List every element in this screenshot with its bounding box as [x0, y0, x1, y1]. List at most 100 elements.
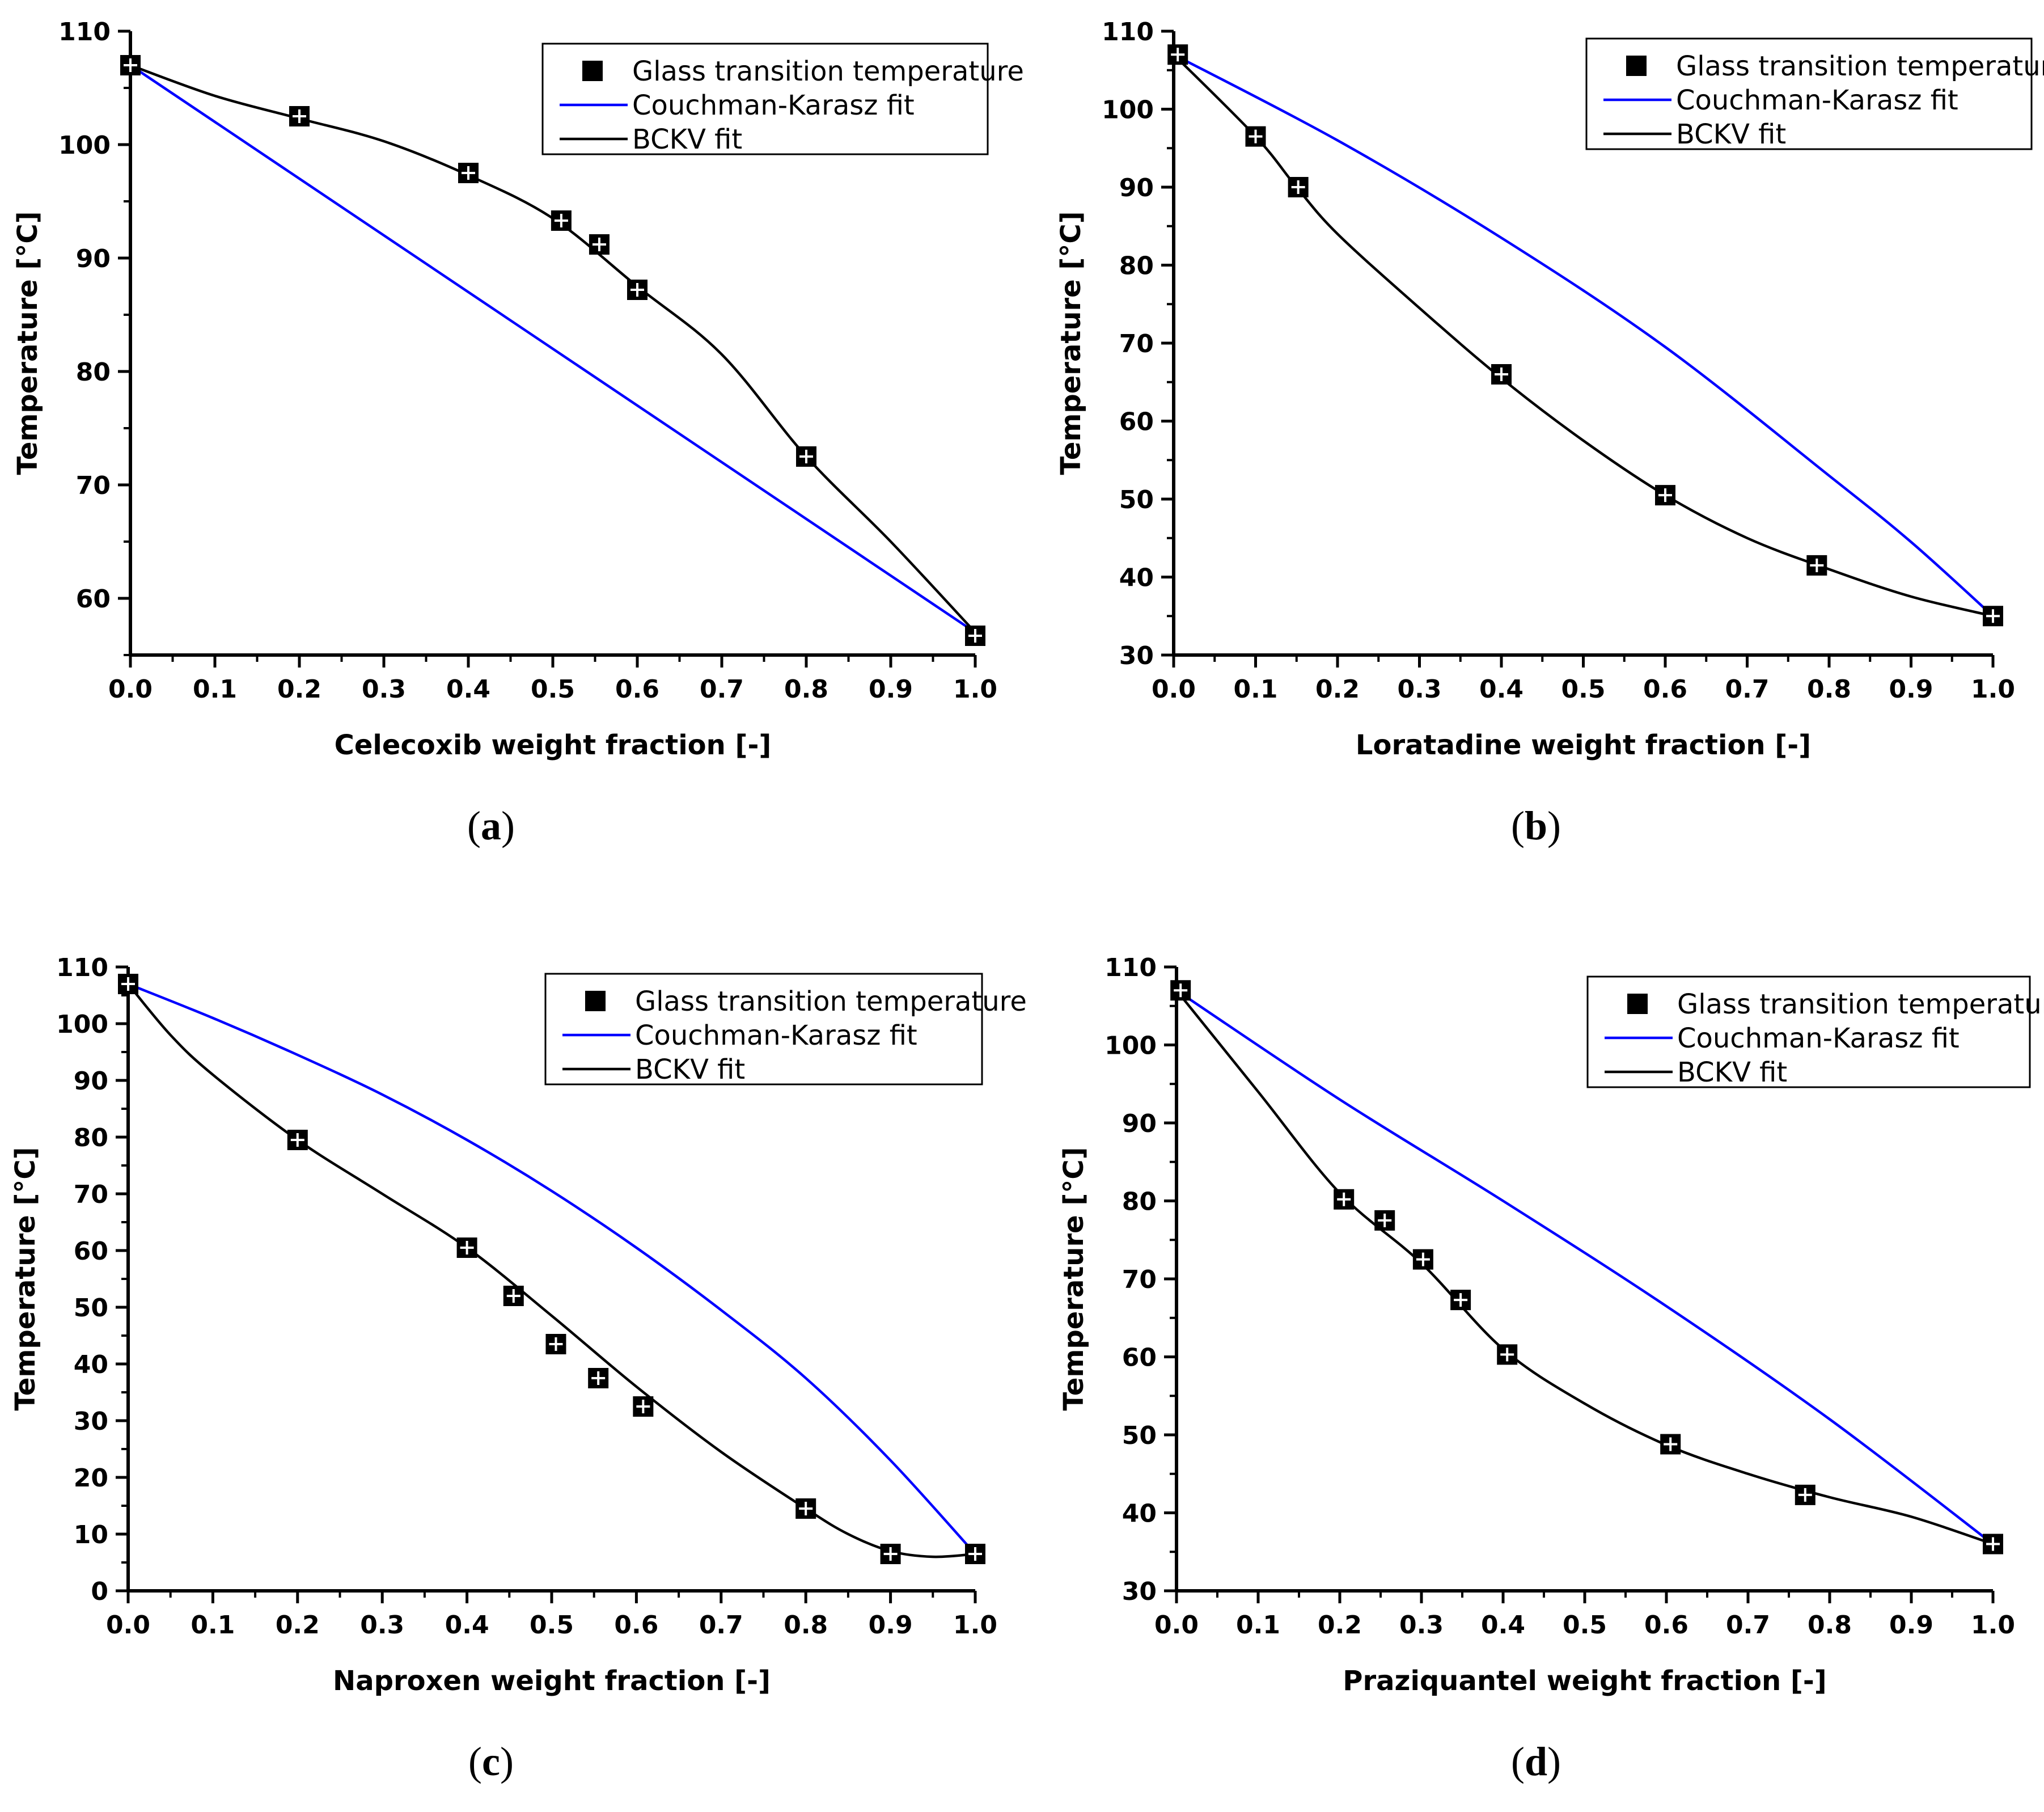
y-tick-label: 90: [1119, 174, 1154, 202]
x-tick-label: 0.1: [191, 1611, 235, 1640]
legend-label-ck: Couchman-Karasz fit: [635, 1020, 917, 1051]
data-point: [1983, 1534, 2003, 1555]
chart-panel-b: 0.0 0.1 0.2 0.3 0.4 0.5 0.6 0.7 0.8 0.9 1.0 30 40 50 6…: [1055, 18, 2044, 761]
x-tick-label: 0.4: [1479, 675, 1524, 704]
panel-label-open: (: [467, 803, 481, 848]
x-tick-label: 0.8: [784, 1611, 828, 1640]
y-tick-label: 80: [1119, 252, 1154, 281]
data-point: [287, 1130, 308, 1150]
legend: Glass transition temperatureCouchman-Kar…: [1585, 37, 2044, 150]
y-tick-label: 40: [74, 1350, 108, 1379]
panel-label-letter: c: [482, 1739, 500, 1784]
panel-label-close: ): [1547, 803, 1561, 848]
y-tick-label: 70: [76, 471, 111, 500]
legend-box: [544, 973, 983, 1085]
y-axis-title: Temperature [°C]: [1055, 211, 1087, 475]
legend-label-points: Glass transition temperature: [1677, 989, 2044, 1020]
data-point: [1167, 44, 1188, 65]
legend-label-points: Glass transition temperature: [632, 56, 1024, 87]
panel-label-letter: a: [481, 803, 501, 848]
panel-label: (d): [1511, 1739, 1561, 1784]
legend-box: [1585, 37, 2033, 150]
data-point: [503, 1286, 524, 1306]
data-point: [1334, 1189, 1355, 1210]
y-axis-title: Temperature [°C]: [10, 1147, 41, 1410]
data-point: [1795, 1484, 1816, 1505]
x-tick-label: 0.5: [1561, 675, 1606, 704]
legend-label-bckv: BCKV fit: [632, 124, 742, 155]
panel-label-letter: b: [1525, 803, 1547, 848]
chart-panel-d: 0.0 0.1 0.2 0.3 0.4 0.5 0.6 0.7 0.8 0.9 1.0 30 40 50 6…: [1058, 953, 2044, 1697]
y-tick-label: 100: [58, 131, 111, 160]
couchman-karasz-line: [1175, 989, 1995, 1545]
panel-label-open: (: [468, 1739, 482, 1784]
y-tick-label: 100: [1102, 96, 1154, 125]
x-tick-label: 0.7: [1725, 675, 1770, 704]
legend-point-marker: [1627, 994, 1648, 1014]
legend-label-bckv: BCKV fit: [635, 1054, 745, 1085]
legend-label-ck: Couchman-Karasz fit: [1677, 1023, 1960, 1054]
legend-box: [1586, 975, 2031, 1088]
x-axis-title: Celecoxib weight fraction [-]: [335, 729, 772, 761]
y-tick-label: 40: [1119, 564, 1154, 593]
data-point: [1412, 1249, 1433, 1270]
legend-box: [541, 43, 989, 155]
y-tick-label: 80: [76, 358, 111, 387]
legend-point-marker: [1626, 56, 1647, 76]
x-tick-label: 0.5: [531, 675, 575, 704]
y-tick-label: 10: [74, 1520, 108, 1549]
y-tick-label: 60: [76, 585, 111, 614]
x-tick-label: 0.7: [1726, 1611, 1770, 1640]
x-tick-label: 0.0: [1154, 1611, 1199, 1640]
legend-label-points: Glass transition temperature: [1676, 50, 2044, 82]
y-tick-label: 30: [1122, 1577, 1157, 1606]
y-tick-label: 110: [58, 18, 111, 47]
panel-label-letter: d: [1525, 1739, 1547, 1784]
data-point: [589, 234, 610, 255]
y-tick-label: 70: [74, 1180, 108, 1209]
data-point: [545, 1334, 566, 1354]
legend-point-marker: [582, 61, 603, 81]
y-axis-title: Temperature [°C]: [1058, 1147, 1090, 1410]
x-tick-label: 0.6: [1643, 675, 1687, 704]
x-axis-title: Praziquantel weight fraction [-]: [1343, 1665, 1826, 1697]
x-tick-label: 0.3: [362, 675, 406, 704]
x-tick-label: 0.8: [784, 675, 828, 704]
data-point: [1170, 980, 1191, 1001]
bckv-line: [129, 64, 977, 634]
x-tick-label: 0.3: [360, 1611, 404, 1640]
y-tick-label: 70: [1122, 1265, 1157, 1294]
data-point: [1288, 177, 1309, 197]
y-tick-label: 30: [1119, 641, 1154, 670]
panel-label-close: ): [501, 803, 515, 848]
data-point: [551, 210, 572, 231]
x-tick-label: 0.2: [1318, 1611, 1362, 1640]
panel-label-close: ): [500, 1739, 514, 1784]
data-point: [796, 446, 816, 467]
y-tick-label: 110: [56, 953, 108, 982]
data-point: [1655, 485, 1675, 506]
y-tick-label: 80: [74, 1123, 108, 1152]
y-tick-label: 50: [1119, 485, 1154, 514]
data-point: [1660, 1434, 1681, 1455]
x-tick-label: 0.9: [869, 675, 913, 704]
panel-label-close: ): [1547, 1739, 1561, 1784]
x-tick-label: 0.9: [1889, 675, 1933, 704]
x-tick-label: 0.0: [108, 675, 153, 704]
y-tick-label: 60: [1122, 1344, 1157, 1372]
data-point: [1245, 126, 1266, 147]
data-point: [965, 1544, 985, 1564]
panel-label: (c): [468, 1739, 514, 1784]
x-tick-label: 0.9: [869, 1611, 913, 1640]
y-tick-label: 90: [1122, 1109, 1157, 1138]
data-point: [1450, 1290, 1471, 1311]
x-tick-label: 0.9: [1889, 1611, 1933, 1640]
x-tick-label: 0.2: [276, 1611, 320, 1640]
y-axis-title: Temperature [°C]: [12, 211, 44, 475]
y-tick-label: 30: [74, 1407, 108, 1436]
x-tick-label: 0.8: [1808, 1611, 1852, 1640]
x-tick-label: 0.3: [1398, 675, 1442, 704]
chart-panel-c: 0.0 0.1 0.2 0.3 0.4 0.5 0.6 0.7 0.8 0.9 1.0 0 10 20 30…: [10, 953, 1027, 1697]
data-point: [795, 1498, 816, 1519]
